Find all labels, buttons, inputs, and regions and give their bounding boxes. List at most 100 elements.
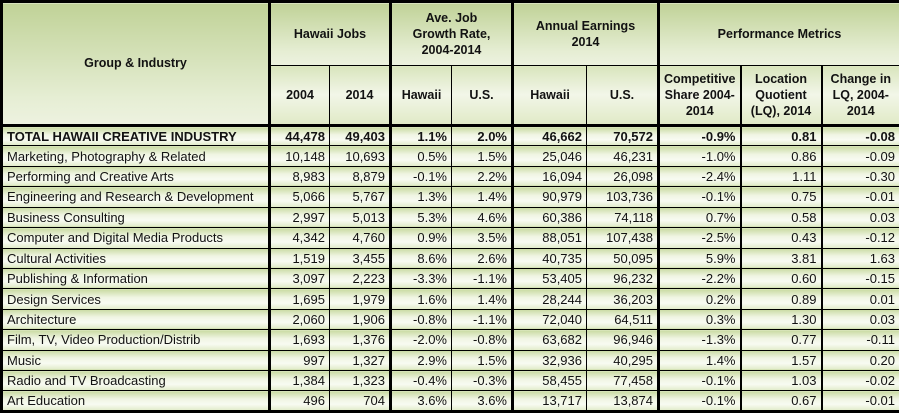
data-cell: 58,455: [512, 370, 587, 392]
data-cell: 107,438: [586, 227, 660, 249]
data-cell: 0.67: [740, 390, 823, 412]
data-cell: 1.57: [740, 349, 823, 372]
data-cell: -0.1%: [658, 370, 742, 392]
column-group-annual-earnings-label: Annual Earnings 2014: [535, 18, 636, 49]
table-row: Business Consulting 2,997 5,013 5.3% 4.6% 60,…: [1, 206, 899, 229]
data-cell: 1.4%: [451, 288, 514, 310]
data-cell: 0.81: [740, 124, 823, 147]
data-cell: 10,148: [269, 145, 330, 167]
data-cell: 0.9%: [390, 227, 452, 249]
data-cell: 5,013: [329, 206, 392, 229]
table-row: TOTAL HAWAII CREATIVE INDUSTRY 44,478 49,4…: [1, 124, 899, 147]
column-group-growth-rate: Ave. Job Growth Rate, 2004-2014: [390, 1, 514, 66]
table-row: Radio and TV Broadcasting 1,384 1,323 -0.4%…: [1, 370, 899, 392]
column-header-change-in-lq: Change in LQ, 2004-2014: [820, 65, 899, 127]
data-cell: 46,231: [586, 145, 660, 167]
data-cell: 1.30: [740, 308, 823, 331]
data-cell: 3.6%: [451, 390, 514, 412]
data-cell: -2.0%: [390, 329, 452, 351]
data-cell: 10,693: [329, 145, 392, 167]
column-header-growth-us: U.S.: [451, 65, 514, 127]
data-cell: -2.4%: [658, 165, 742, 188]
column-header-jobs-2014: 2014: [329, 65, 392, 127]
data-cell: -0.8%: [390, 308, 452, 331]
column-header-competitive-share: Competitive Share 2004-2014: [658, 65, 742, 127]
data-cell: 28,244: [512, 288, 587, 310]
data-cell: 25,046: [512, 145, 587, 167]
data-cell: -3.3%: [390, 267, 452, 290]
column-header-earnings-us: U.S.: [586, 65, 660, 127]
row-label: Architecture: [1, 308, 271, 331]
data-cell: -0.12: [820, 227, 899, 249]
table-body: TOTAL HAWAII CREATIVE INDUSTRY 44,478 49,4…: [1, 124, 899, 412]
data-cell: 40,295: [586, 349, 660, 372]
data-cell: 40,735: [512, 247, 587, 269]
data-cell: 1.03: [740, 370, 823, 392]
data-cell: 44,478: [269, 124, 330, 147]
data-cell: -0.1%: [390, 165, 452, 188]
table-row: Performing and Creative Arts 8,983 8,879 -0…: [1, 165, 899, 188]
data-cell: 0.20: [820, 349, 899, 372]
data-cell: 1,376: [329, 329, 392, 351]
data-cell: 26,098: [586, 165, 660, 188]
row-label: Music: [1, 349, 271, 372]
data-cell: 46,662: [512, 124, 587, 147]
row-label: Performing and Creative Arts: [1, 165, 271, 188]
data-cell: 2.6%: [451, 247, 514, 269]
column-group-performance-metrics: Performance Metrics: [657, 1, 899, 66]
data-cell: 88,051: [512, 227, 587, 249]
data-cell: 5.3%: [390, 206, 452, 229]
data-cell: 0.58: [740, 206, 823, 229]
data-cell: 0.7%: [658, 206, 742, 229]
row-label: Computer and Digital Media Products: [1, 227, 271, 249]
data-cell: 0.75: [740, 186, 823, 208]
data-cell: 1.6%: [390, 288, 452, 310]
row-label: Art Education: [1, 390, 271, 412]
row-label: TOTAL HAWAII CREATIVE INDUSTRY: [1, 124, 271, 147]
column-header-jobs-2004: 2004: [269, 65, 330, 127]
data-cell: 997: [269, 349, 330, 372]
data-cell: -0.01: [820, 186, 899, 208]
column-header-location-quotient: Location Quotient (LQ), 2014: [740, 65, 823, 127]
data-cell: 5.9%: [658, 247, 742, 269]
data-cell: -0.09: [820, 145, 899, 167]
column-group-growth-rate-label: Ave. Job Growth Rate, 2004-2014: [412, 10, 491, 58]
row-label: Engineering and Research & Development: [1, 186, 271, 208]
data-cell: -1.0%: [658, 145, 742, 167]
data-cell: 64,511: [586, 308, 660, 331]
data-cell: 50,095: [586, 247, 660, 269]
data-cell: 1,323: [329, 370, 392, 392]
data-cell: -0.4%: [390, 370, 452, 392]
data-cell: 0.03: [820, 308, 899, 331]
data-cell: 77,458: [586, 370, 660, 392]
data-cell: 13,874: [586, 390, 660, 412]
table-row: Computer and Digital Media Products 4,342…: [1, 227, 899, 249]
table-row: Architecture 2,060 1,906 -0.8% -1.1% 72,040 64…: [1, 308, 899, 331]
data-cell: 5,066: [269, 186, 330, 208]
data-cell: 8,983: [269, 165, 330, 188]
data-cell: 3.6%: [390, 390, 452, 412]
data-cell: 1,384: [269, 370, 330, 392]
table-row: Cultural Activities 1,519 3,455 8.6% 2.6% 40,…: [1, 247, 899, 269]
data-cell: 0.77: [740, 329, 823, 351]
data-cell: 1.5%: [451, 349, 514, 372]
data-cell: -0.30: [820, 165, 899, 188]
data-cell: 0.86: [740, 145, 823, 167]
row-label: Business Consulting: [1, 206, 271, 229]
data-cell: -2.2%: [658, 267, 742, 290]
data-cell: 1.5%: [451, 145, 514, 167]
data-cell: 0.89: [740, 288, 823, 310]
row-label: Radio and TV Broadcasting: [1, 370, 271, 392]
data-cell: 0.3%: [658, 308, 742, 331]
data-cell: -0.3%: [451, 370, 514, 392]
data-cell: 2.9%: [390, 349, 452, 372]
data-cell: 63,682: [512, 329, 587, 351]
row-label: Film, TV, Video Production/Distrib: [1, 329, 271, 351]
data-cell: 8,879: [329, 165, 392, 188]
data-cell: -0.11: [820, 329, 899, 351]
data-cell: 2,223: [329, 267, 392, 290]
data-cell: 32,936: [512, 349, 587, 372]
data-cell: 60,386: [512, 206, 587, 229]
data-cell: 3.81: [740, 247, 823, 269]
